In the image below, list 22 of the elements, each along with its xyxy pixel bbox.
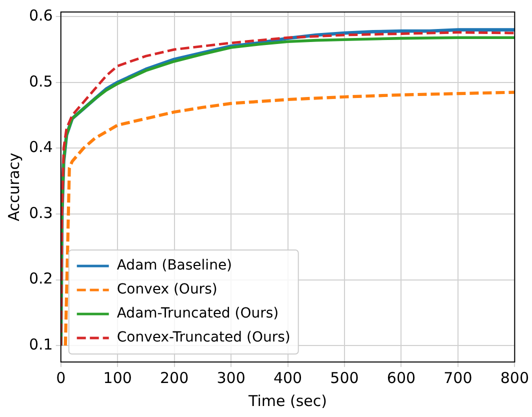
- y-tick-label: 0.4: [28, 138, 53, 156]
- x-tick-label: 0: [56, 368, 66, 387]
- y-tick-label: 0.2: [28, 270, 53, 288]
- x-tick-label: 600: [386, 368, 416, 387]
- x-tick-label: 400: [273, 368, 302, 387]
- x-tick-label: 800: [500, 368, 530, 387]
- y-tick-label: 0.6: [28, 6, 53, 24]
- legend-label: Adam-Truncated (Ours): [116, 306, 279, 322]
- y-tick-label: 0.1: [28, 335, 53, 354]
- y-tick-label: 0.5: [28, 72, 53, 90]
- legend-label: Convex-Truncated (Ours): [116, 330, 290, 346]
- x-tick-label: 200: [160, 368, 189, 387]
- x-axis-title: Time (sec): [248, 392, 328, 410]
- y-tick-label: 0.3: [28, 204, 53, 222]
- legend-label: Convex (Ours): [116, 282, 218, 298]
- legend-label: Adam (Baseline): [116, 258, 232, 274]
- y-axis-title: Accuracy: [4, 152, 23, 222]
- x-tick-label: 500: [330, 368, 359, 387]
- x-tick-label: 300: [216, 368, 246, 387]
- line-series: [64, 90, 515, 348]
- x-tick-label: 700: [444, 368, 472, 387]
- x-tick-label: 100: [103, 368, 132, 387]
